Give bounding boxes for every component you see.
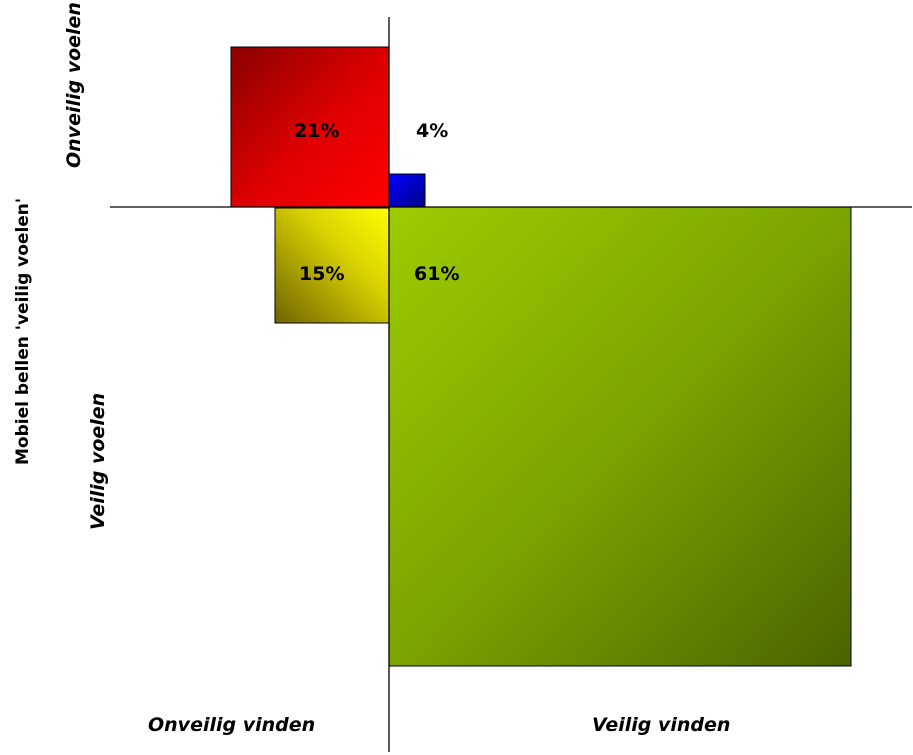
quadrant-label-left: Onveilig vinden — [148, 714, 315, 736]
cell-onveilig-vinden-veilig-voelen — [274, 207, 390, 324]
cell-onveilig-vinden-onveilig-voelen — [230, 46, 390, 208]
quadrant-label-bottom: Veilig voelen — [87, 393, 109, 530]
y-axis-title: Mobiel bellen 'veilig voelen' — [13, 198, 33, 465]
cell-veilig-vinden-onveilig-voelen — [388, 173, 426, 208]
label-onveilig-vinden-onveilig-voelen: 21% — [294, 120, 339, 142]
label-veilig-vinden-onveilig-voelen: 4% — [416, 120, 448, 142]
quadrant-label-top: Onveilig voelen — [63, 2, 85, 168]
label-veilig-vinden-veilig-voelen: 61% — [414, 263, 459, 285]
label-onveilig-vinden-veilig-voelen: 15% — [299, 263, 344, 285]
quadrant-label-right: Veilig vinden — [592, 714, 730, 736]
